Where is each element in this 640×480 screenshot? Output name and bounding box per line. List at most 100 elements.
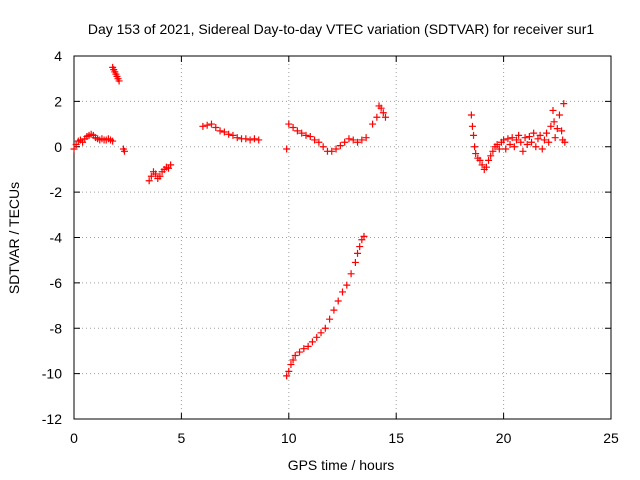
data-point: [471, 143, 479, 151]
data-point: [287, 361, 295, 369]
data-point: [145, 177, 153, 185]
data-point: [319, 143, 327, 151]
data-point: [515, 131, 523, 139]
data-point: [349, 136, 357, 144]
series-seg1: [70, 130, 117, 153]
data-point: [532, 143, 540, 151]
data-point: [207, 120, 215, 128]
series-seg5: [199, 120, 263, 144]
y-tick-label: 4: [54, 48, 62, 64]
data-point: [70, 145, 78, 153]
y-tick-label: -10: [42, 366, 62, 382]
series-seg8: [369, 102, 389, 128]
x-tick-label: 0: [70, 430, 78, 446]
y-tick-label: -4: [50, 230, 63, 246]
data-point: [341, 138, 349, 146]
data-point: [283, 372, 291, 380]
data-point: [109, 137, 117, 145]
data-point: [470, 131, 478, 139]
series-seg7: [283, 232, 368, 380]
series-seg9: [467, 100, 569, 173]
data-point: [519, 147, 527, 155]
data-point: [321, 324, 329, 332]
data-point: [525, 133, 533, 141]
x-tick-label: 5: [178, 430, 186, 446]
data-point: [558, 127, 566, 135]
data-point: [336, 142, 344, 150]
x-tick-label: 25: [603, 430, 619, 446]
data-point: [506, 140, 514, 148]
axis-ticks: 0 5 10 15 20 25 -12 -10 -8 -6 -4 -2 0 2 4: [42, 48, 619, 446]
data-point: [467, 111, 475, 119]
data-point: [547, 122, 555, 130]
data-point: [550, 118, 558, 126]
data-point: [508, 134, 516, 142]
data-point: [225, 130, 233, 138]
data-point: [328, 147, 336, 155]
data-point: [472, 150, 480, 158]
data-point: [233, 134, 241, 142]
data-point: [345, 135, 353, 143]
data-point: [551, 134, 559, 142]
data-point: [538, 145, 546, 153]
y-tick-label: -6: [50, 275, 63, 291]
data-point: [487, 152, 495, 160]
data-point: [485, 156, 493, 164]
data-point: [339, 288, 346, 296]
series-seg2: [109, 63, 123, 85]
data-point: [347, 270, 355, 278]
data-point: [549, 106, 557, 114]
data-point: [167, 161, 175, 169]
data-point: [500, 136, 508, 144]
data-point: [199, 122, 207, 130]
data-point: [285, 120, 293, 128]
data-point: [540, 136, 548, 144]
data-point: [242, 135, 250, 143]
data-point: [203, 121, 211, 129]
data-point: [504, 135, 512, 143]
y-tick-label: -8: [50, 320, 63, 336]
data-point: [120, 147, 128, 155]
data-point: [293, 127, 301, 135]
data-point: [330, 306, 338, 314]
data-point: [476, 156, 484, 164]
x-tick-label: 10: [281, 430, 297, 446]
data-point: [377, 104, 385, 112]
data-point: [156, 172, 164, 180]
chart-title: Day 153 of 2021, Sidereal Day-to-day VTE…: [88, 21, 594, 37]
data-point: [147, 172, 155, 180]
data-point: [255, 136, 263, 144]
data-point: [298, 129, 306, 137]
data-point: [115, 77, 123, 85]
data-point: [229, 131, 237, 139]
data-point: [334, 297, 342, 305]
data-point: [300, 345, 308, 353]
data-points: [70, 63, 569, 380]
data-point: [354, 138, 362, 146]
data-point: [561, 138, 569, 146]
data-point: [216, 127, 224, 135]
data-point: [510, 143, 518, 151]
data-point: [291, 351, 299, 359]
data-point: [283, 145, 291, 153]
data-point: [530, 129, 538, 137]
series-seg6: [283, 120, 370, 155]
data-point: [545, 138, 553, 146]
data-point: [311, 136, 319, 144]
data-point: [343, 281, 351, 289]
x-axis-label: GPS time / hours: [288, 457, 395, 473]
data-point: [306, 133, 314, 141]
data-point: [289, 356, 297, 364]
data-point: [212, 123, 220, 131]
series-seg4: [145, 161, 175, 185]
data-point: [362, 134, 370, 142]
y-tick-label: -12: [42, 411, 62, 427]
data-point: [553, 125, 561, 133]
data-point: [246, 136, 254, 144]
data-point: [381, 113, 389, 121]
y-tick-label: -2: [50, 184, 63, 200]
y-axis-label: SDTVAR / TECUs: [6, 182, 22, 294]
data-point: [482, 163, 490, 171]
